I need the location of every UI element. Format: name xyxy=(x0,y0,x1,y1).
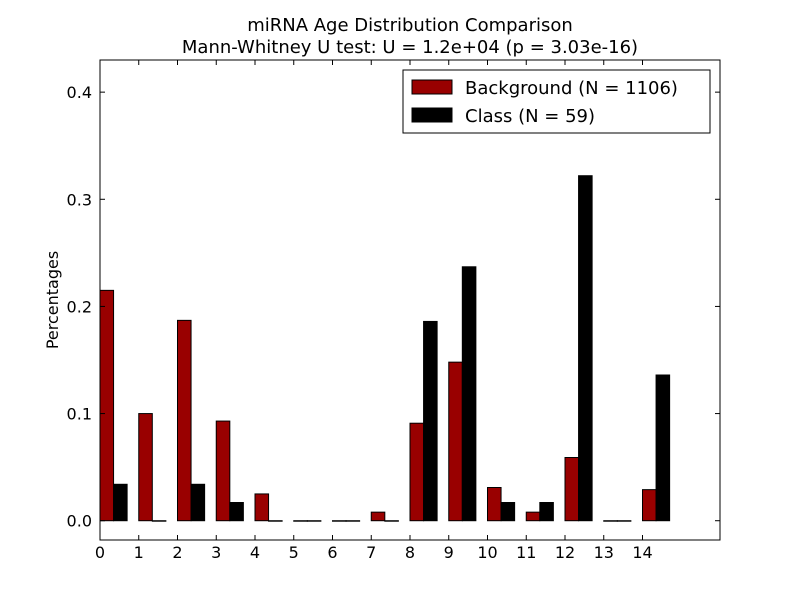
y-tick-label: 0.1 xyxy=(67,405,92,424)
legend: Background (N = 1106) Class (N = 59) xyxy=(402,69,711,134)
bar-class-2 xyxy=(190,483,206,522)
bar-class-10 xyxy=(500,502,516,522)
bar-background-2 xyxy=(177,319,192,522)
bar-background-3 xyxy=(215,420,231,522)
bars-layer xyxy=(99,175,671,522)
x-tick-label: 14 xyxy=(632,543,652,562)
x-tick-label: 7 xyxy=(366,543,376,562)
bar-class-3 xyxy=(229,502,244,522)
bar-background-0 xyxy=(99,289,115,522)
bar-class-4 xyxy=(268,520,283,522)
bar-class-6 xyxy=(345,520,361,522)
bar-background-8 xyxy=(409,422,425,522)
y-tick-label: 0.4 xyxy=(67,83,92,102)
bar-background-12 xyxy=(564,457,580,522)
ticks-layer: 0 1 2 3 4 5 6 7 8 9 10 11 12 13 140.00.10.20.30.4 xyxy=(67,60,720,562)
y-tick-label: 0.3 xyxy=(67,190,92,209)
x-tick-label: 12 xyxy=(555,543,575,562)
bar-background-6 xyxy=(332,520,347,522)
legend-swatch-background xyxy=(411,79,453,95)
x-tick-label: 8 xyxy=(405,543,415,562)
bar-class-11 xyxy=(539,502,554,522)
x-tick-label: 9 xyxy=(444,543,454,562)
x-tick-label: 4 xyxy=(250,543,260,562)
bar-class-8 xyxy=(423,320,438,522)
bar-class-13 xyxy=(616,520,632,522)
bar-class-7 xyxy=(384,520,399,522)
bar-class-1 xyxy=(151,520,167,522)
x-tick-label: 1 xyxy=(134,543,144,562)
chart-subtitle: Mann-Whitney U test: U = 1.2e+04 (p = 3.… xyxy=(182,37,638,58)
x-tick-label: 11 xyxy=(516,543,536,562)
bar-background-13 xyxy=(603,520,618,522)
x-tick-label: 13 xyxy=(594,543,614,562)
bar-class-0 xyxy=(113,483,128,522)
bar-background-5 xyxy=(293,520,308,522)
bar-background-7 xyxy=(370,511,386,522)
legend-label-class: Class (N = 59) xyxy=(465,106,595,127)
x-tick-label: 5 xyxy=(289,543,299,562)
plot-frame xyxy=(99,59,721,541)
legend-box xyxy=(402,69,711,134)
x-tick-label: 3 xyxy=(211,543,221,562)
x-tick-label: 10 xyxy=(477,543,497,562)
bar-background-4 xyxy=(254,493,270,522)
bar-background-11 xyxy=(525,511,541,522)
legend-label-background: Background (N = 1106) xyxy=(465,78,678,99)
bar-background-10 xyxy=(487,487,502,522)
y-tick-label: 0.2 xyxy=(67,297,92,316)
bar-class-14 xyxy=(655,374,671,522)
bar-class-12 xyxy=(578,175,593,522)
chart-title: miRNA Age Distribution Comparison xyxy=(247,15,573,36)
x-tick-label: 2 xyxy=(172,543,182,562)
bar-background-1 xyxy=(138,413,153,522)
x-tick-label: 0 xyxy=(95,543,105,562)
legend-swatch-class xyxy=(411,107,453,123)
y-tick-label: 0.0 xyxy=(67,512,92,531)
bar-background-14 xyxy=(642,489,657,522)
bar-background-9 xyxy=(448,361,463,522)
bar-class-9 xyxy=(461,266,477,522)
x-tick-label: 6 xyxy=(327,543,337,562)
bar-class-5 xyxy=(306,520,322,522)
y-axis-label: Percentages xyxy=(43,251,62,349)
